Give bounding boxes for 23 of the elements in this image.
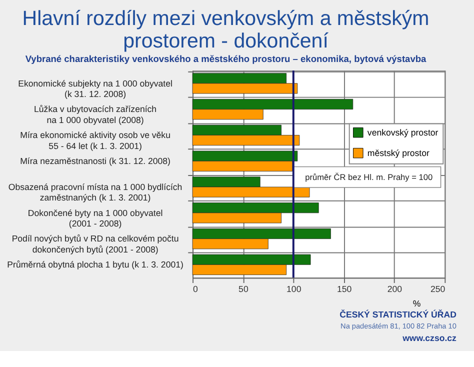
- x-axis-title: %: [412, 298, 421, 308]
- text: ČESKÝ STATISTICKÝ ÚŘAD: [340, 310, 456, 320]
- y-tick-label: Obsazená pracovní místa na 1 000 bydlících zaměstnaných (k 1. 3. 2001): [8, 182, 182, 203]
- y-tick-label: Lůžka v ubytovacích zařízeních na 1 000 obyvatel (2008): [34, 104, 157, 125]
- x-tick-label: 0: [193, 284, 198, 294]
- y-tick-label: Míra nezaměstnanosti (k 31. 12. 2008): [20, 156, 171, 166]
- x-tick-label: 100: [286, 284, 302, 294]
- text: www.czso.cz: [402, 333, 458, 344]
- legend-label: venkovský prostor: [367, 127, 438, 138]
- x-tick-label: 250: [430, 284, 446, 294]
- legend-label: městský prostor: [367, 148, 430, 158]
- y-tick-label: Ekonomické subjekty na 1 000 obyvatel (k 31. 12. 2008): [18, 78, 172, 100]
- x-tick-label: 150: [336, 284, 352, 294]
- y-tick-label: Dokončené byty na 1 000 obyvatel (2001 - 2008): [28, 208, 163, 229]
- y-tick-label: Podíl nových bytů v RD na celkovém počtu dokončených bytů (2001 - 2008): [12, 234, 179, 254]
- text: prostorem - dokončení: [123, 29, 328, 52]
- text: Hlavní rozdíly mezi venkovským a městským: [22, 6, 430, 30]
- chart-subtitle: Vybrané charakteristiky venkovského a městského prostoru – ekonomika, bytová výstavba: [25, 54, 428, 64]
- ref-line-label: průměr ČR bez Hl. m. Prahy = 100: [305, 172, 433, 182]
- y-tick-label: Míra ekonomické aktivity osob ve věku 55 - 64 let (k 1. 3. 2001): [20, 130, 171, 151]
- y-tick-label: Průměrná obytná plocha 1 bytu (k 1. 3. 2001): [7, 260, 184, 270]
- x-tick-label: 200: [387, 284, 402, 294]
- x-tick-label: 50: [238, 284, 248, 294]
